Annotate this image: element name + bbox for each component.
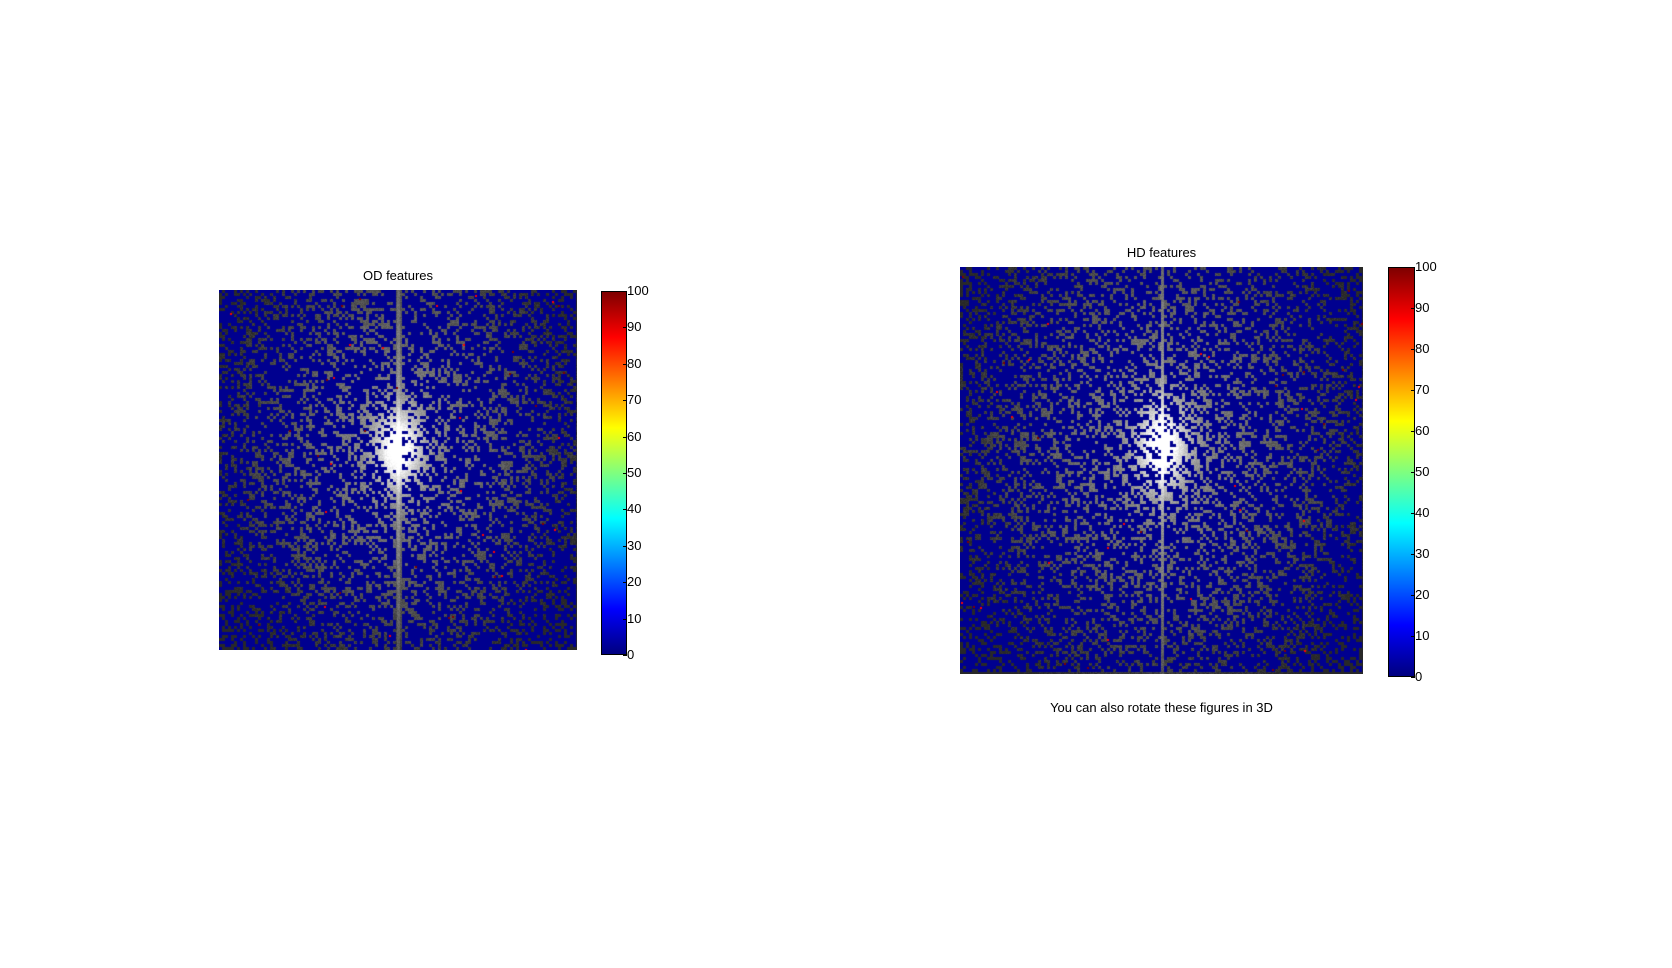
colorbar-tick-mark [1411, 267, 1415, 268]
colorbar-tick-mark [1411, 472, 1415, 473]
colorbar-tick-mark [623, 291, 627, 292]
colorbar-tick-label: 20 [1415, 587, 1430, 602]
colorbar-tick-mark [623, 655, 627, 656]
colorbar-tick-mark [1411, 308, 1415, 309]
hd-title: HD features [1126, 245, 1197, 260]
colorbar-tick-label: 10 [627, 610, 642, 626]
colorbar-tick-label: 10 [1415, 628, 1430, 643]
colorbar-tick-label: 40 [627, 501, 642, 517]
colorbar-tick-label: 50 [627, 465, 642, 480]
colorbar-tick-label: 100 [627, 283, 649, 298]
colorbar-tick-label: 20 [627, 574, 642, 590]
colorbar-tick-mark [1411, 349, 1415, 350]
colorbar-tick-mark [623, 582, 627, 584]
hd-heatmap[interactable] [960, 267, 1363, 674]
colorbar-tick-mark [1411, 431, 1415, 432]
colorbar-tick-label: 70 [1415, 382, 1430, 397]
colorbar-tick-label: 30 [1415, 546, 1430, 561]
colorbar-tick-mark [623, 436, 627, 438]
colorbar-tick-label: 90 [1415, 300, 1430, 315]
colorbar-tick-mark [623, 327, 627, 329]
colorbar-tick-label: 0 [627, 647, 635, 662]
colorbar-tick-mark [1411, 595, 1415, 596]
colorbar-tick-label: 40 [1415, 505, 1430, 520]
colorbar-tick-mark [1411, 636, 1415, 637]
colorbar-tick-mark [1411, 390, 1415, 391]
colorbar-tick-label: 0 [1415, 669, 1423, 684]
colorbar-tick-label: 60 [627, 428, 642, 444]
colorbar-tick-mark [623, 400, 627, 402]
colorbar-tick-label: 70 [627, 392, 642, 408]
colorbar-tick-mark [623, 509, 627, 511]
od-title: OD features [362, 268, 434, 283]
colorbar-tick-mark [623, 545, 627, 547]
colorbar-tick-mark [1411, 554, 1415, 555]
colorbar-tick-label: 90 [627, 319, 642, 335]
colorbar-tick-mark [623, 473, 627, 474]
colorbar-tick-label: 80 [627, 355, 642, 371]
od-heatmap[interactable] [219, 290, 577, 650]
od-colorbar [601, 291, 627, 655]
caption-text: You can also rotate these figures in 3D [1050, 700, 1273, 715]
colorbar-tick-label: 60 [1415, 423, 1430, 438]
colorbar-tick-mark [1411, 677, 1415, 678]
colorbar-tick-label: 50 [1415, 464, 1430, 479]
colorbar-tick-label: 100 [1415, 259, 1437, 274]
colorbar-tick-mark [623, 363, 627, 365]
colorbar-tick-mark [623, 618, 627, 620]
colorbar-tick-label: 80 [1415, 341, 1430, 356]
colorbar-tick-label: 30 [627, 537, 642, 553]
colorbar-tick-mark [1411, 513, 1415, 514]
